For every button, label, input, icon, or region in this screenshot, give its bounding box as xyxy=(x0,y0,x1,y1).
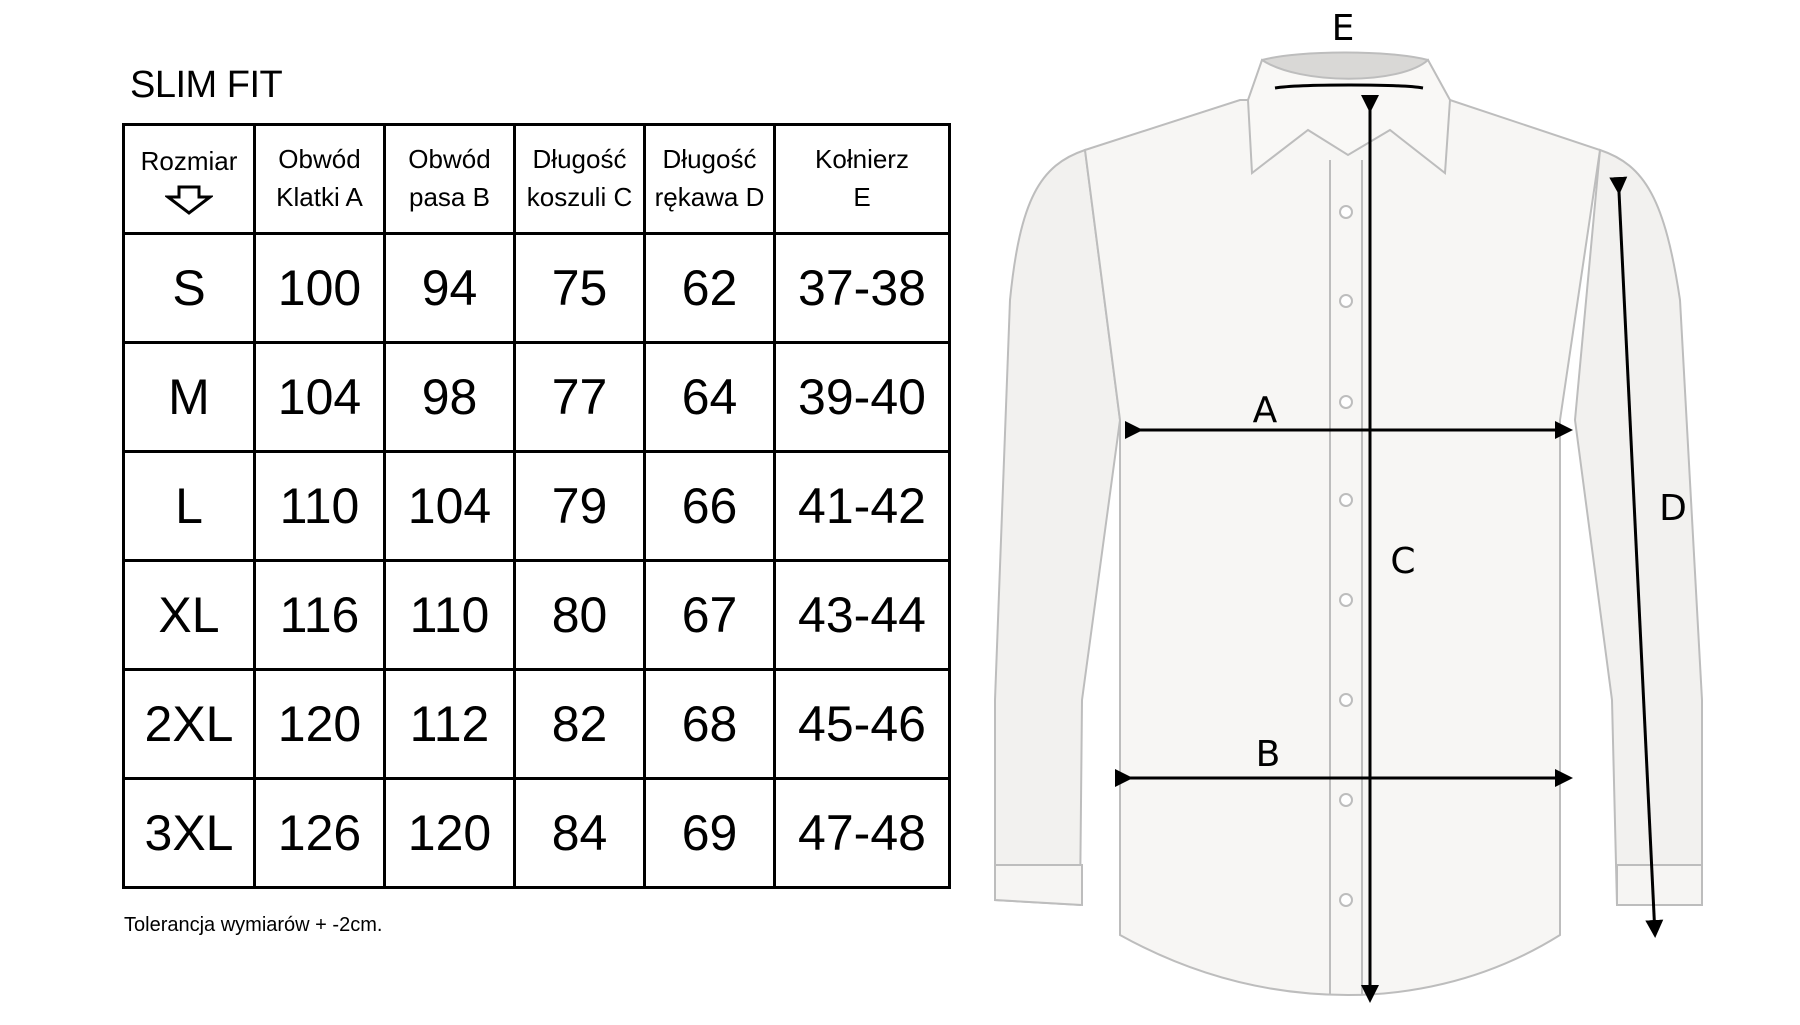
size-cell: 3XL xyxy=(122,777,256,889)
label-b: B xyxy=(1256,734,1281,775)
shirt-illustration xyxy=(994,51,1703,997)
value-cell: 110 xyxy=(253,450,386,562)
table-row: S 100 94 75 62 37-38 xyxy=(122,232,951,344)
value-cell: 41-42 xyxy=(773,450,951,562)
label-d: D xyxy=(1659,488,1687,529)
value-cell: 68 xyxy=(643,668,776,780)
label-a: A xyxy=(1253,390,1278,431)
value-cell: 64 xyxy=(643,341,776,453)
table-row: 3XL 126 120 84 69 47-48 xyxy=(122,777,951,889)
header-sleeve-length: Długość rękawa D xyxy=(643,123,776,235)
size-cell: M xyxy=(122,341,256,453)
value-cell: 37-38 xyxy=(773,232,951,344)
tolerance-note: Tolerancja wymiarów + -2cm. xyxy=(124,914,383,936)
size-cell: S xyxy=(122,232,256,344)
value-cell: 100 xyxy=(253,232,386,344)
value-cell: 47-48 xyxy=(773,777,951,889)
size-cell: XL xyxy=(122,559,256,671)
measurement-lines xyxy=(1115,83,1664,1003)
value-cell: 104 xyxy=(253,341,386,453)
table-row: 2XL 120 112 82 68 45-46 xyxy=(122,668,951,780)
chart-title: SLIM FIT xyxy=(130,64,283,106)
arrow-down-icon xyxy=(165,185,213,215)
value-cell: 43-44 xyxy=(773,559,951,671)
value-cell: 79 xyxy=(513,450,646,562)
value-cell: 94 xyxy=(383,232,516,344)
header-waist: Obwód pasa B xyxy=(383,123,516,235)
value-cell: 62 xyxy=(643,232,776,344)
table-header-row: Rozmiar Obwód Klatki A Obwód pasa B Długoś… xyxy=(122,123,951,235)
value-cell: 39-40 xyxy=(773,341,951,453)
value-cell: 75 xyxy=(513,232,646,344)
value-cell: 110 xyxy=(383,559,516,671)
value-cell: 77 xyxy=(513,341,646,453)
header-chest: Obwód Klatki A xyxy=(253,123,386,235)
header-collar: Kołnierz E xyxy=(773,123,951,235)
value-cell: 112 xyxy=(383,668,516,780)
value-cell: 126 xyxy=(253,777,386,889)
value-cell: 84 xyxy=(513,777,646,889)
table-row: M 104 98 77 64 39-40 xyxy=(122,341,951,453)
value-cell: 66 xyxy=(643,450,776,562)
value-cell: 67 xyxy=(643,559,776,671)
size-cell: 2XL xyxy=(122,668,256,780)
value-cell: 116 xyxy=(253,559,386,671)
value-cell: 120 xyxy=(383,777,516,889)
header-size: Rozmiar xyxy=(122,123,256,235)
measure-e-line xyxy=(1274,83,1424,90)
header-shirt-length: Długość koszuli C xyxy=(513,123,646,235)
value-cell: 104 xyxy=(383,450,516,562)
value-cell: 80 xyxy=(513,559,646,671)
value-cell: 120 xyxy=(253,668,386,780)
table-row: L 110 104 79 66 41-42 xyxy=(122,450,951,562)
size-table: Rozmiar Obwód Klatki A Obwód pasa B Długoś… xyxy=(122,123,951,889)
value-cell: 82 xyxy=(513,668,646,780)
table-row: XL 116 110 80 67 43-44 xyxy=(122,559,951,671)
label-c: C xyxy=(1390,541,1415,582)
value-cell: 69 xyxy=(643,777,776,889)
label-e: E xyxy=(1332,8,1355,49)
size-cell: L xyxy=(122,450,256,562)
value-cell: 98 xyxy=(383,341,516,453)
value-cell: 45-46 xyxy=(773,668,951,780)
measure-d-line xyxy=(1609,176,1664,938)
